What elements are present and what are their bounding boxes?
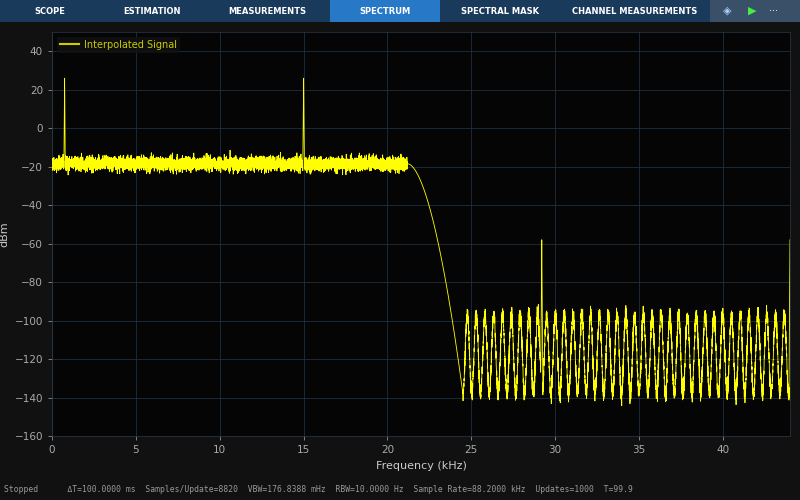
Text: SCOPE: SCOPE bbox=[34, 6, 66, 16]
Text: ···: ··· bbox=[770, 6, 778, 16]
Bar bbox=[330, 0, 440, 22]
Text: CHANNEL MEASUREMENTS: CHANNEL MEASUREMENTS bbox=[572, 6, 698, 16]
Text: Stopped      ΔT=100.0000 ms  Samples/Update=8820  VBW=176.8388 mHz  RBW=10.0000 : Stopped ΔT=100.0000 ms Samples/Update=88… bbox=[4, 484, 633, 494]
Text: SPECTRUM: SPECTRUM bbox=[359, 6, 410, 16]
Y-axis label: dBm: dBm bbox=[0, 221, 9, 247]
X-axis label: Frequency (kHz): Frequency (kHz) bbox=[375, 460, 466, 470]
Text: SPECTRAL MASK: SPECTRAL MASK bbox=[461, 6, 539, 16]
Text: ESTIMATION: ESTIMATION bbox=[124, 6, 182, 16]
Bar bbox=[560, 0, 710, 22]
Bar bbox=[440, 0, 560, 22]
Legend: Interpolated Signal: Interpolated Signal bbox=[57, 37, 180, 52]
Bar bbox=[710, 0, 800, 22]
Bar bbox=[0, 0, 100, 22]
Text: MEASUREMENTS: MEASUREMENTS bbox=[229, 6, 306, 16]
Text: ◈: ◈ bbox=[722, 6, 731, 16]
Bar bbox=[205, 0, 330, 22]
Text: ▶: ▶ bbox=[748, 6, 756, 16]
Bar bbox=[100, 0, 205, 22]
